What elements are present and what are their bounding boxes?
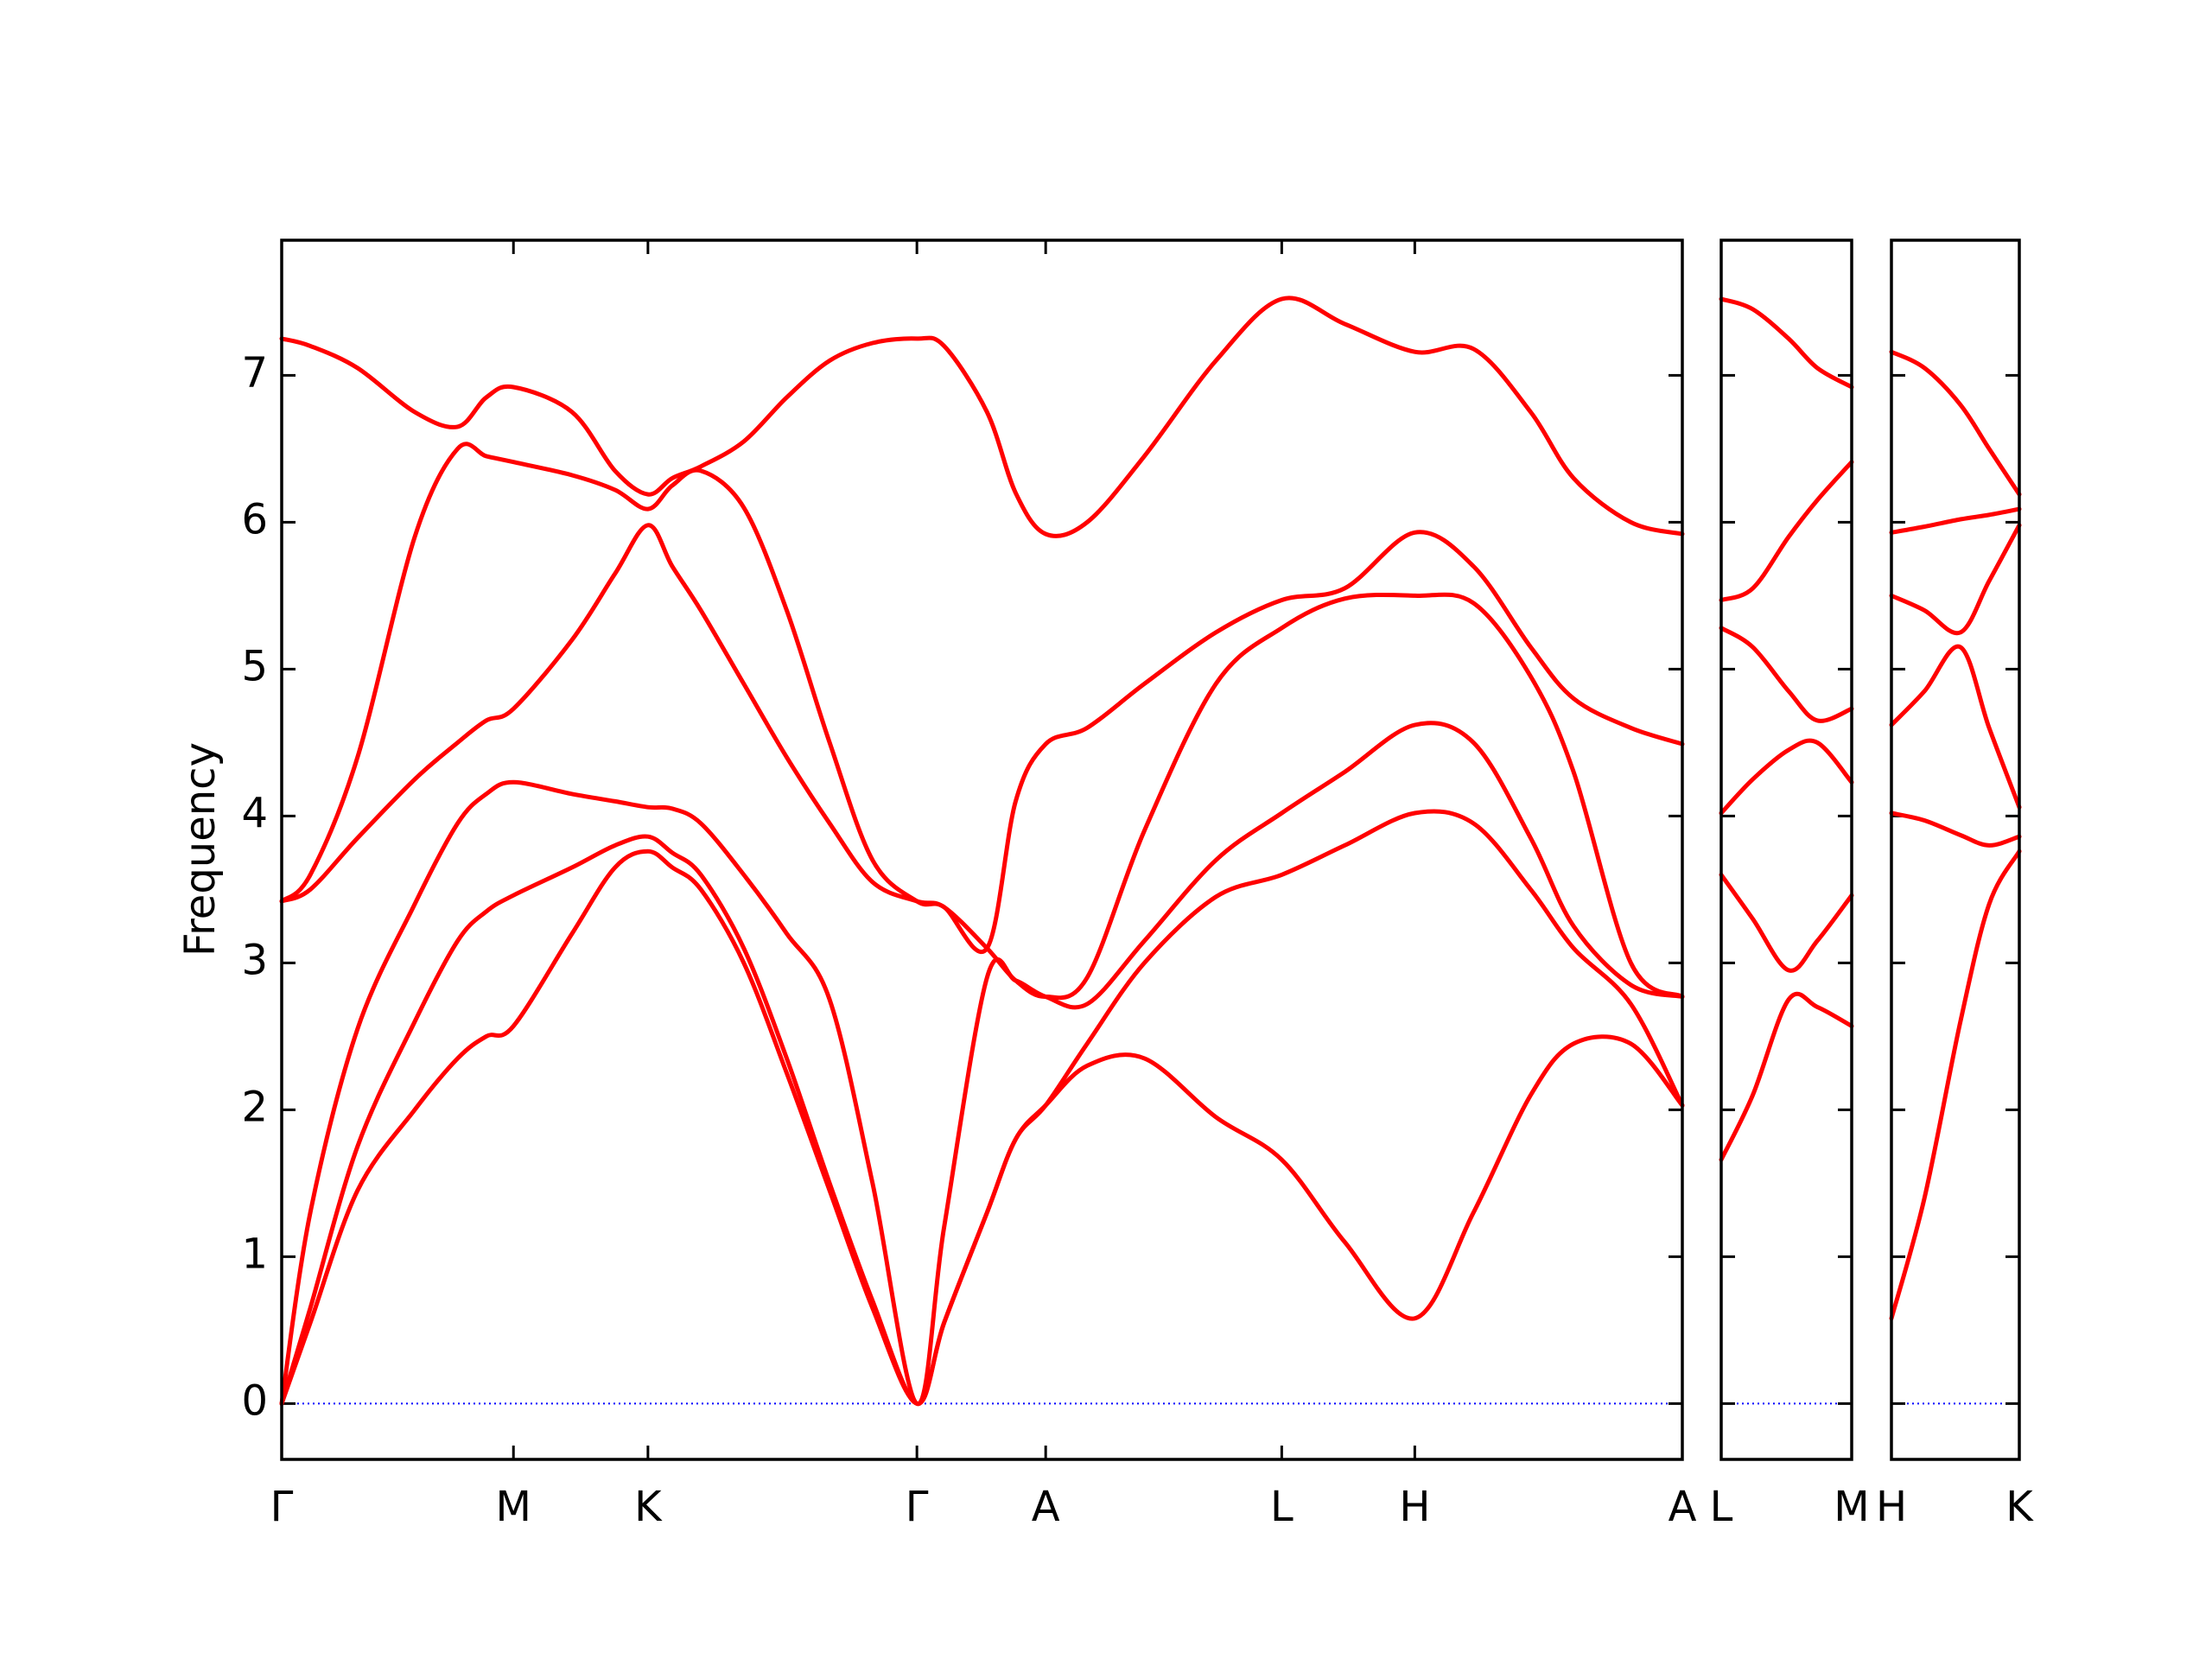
band-line xyxy=(1889,523,2022,636)
band-line xyxy=(279,442,1685,954)
plot-frame xyxy=(280,238,1684,1461)
band-line xyxy=(1889,506,2022,535)
band-line xyxy=(1719,296,1854,390)
x-tick-label: K xyxy=(2005,1483,2034,1531)
band-line xyxy=(1719,738,1854,816)
x-tick-label: Γ xyxy=(270,1483,294,1531)
plot-frame xyxy=(1890,238,2021,1461)
x-tick-label: L xyxy=(1710,1483,1733,1531)
band-line xyxy=(279,849,1685,1406)
y-tick-label: 6 xyxy=(241,495,268,543)
band-line xyxy=(1889,644,2022,810)
band-line xyxy=(1719,872,1854,973)
band-line xyxy=(1889,810,2022,848)
x-tick-label: A xyxy=(1669,1483,1697,1531)
x-tick-label: H xyxy=(1876,1483,1907,1531)
band-line xyxy=(1719,626,1854,723)
y-axis-label: Frequency xyxy=(176,742,225,957)
x-tick-label: A xyxy=(1032,1483,1060,1531)
band-line xyxy=(1719,991,1854,1162)
band-line xyxy=(279,721,1685,1406)
x-tick-label: L xyxy=(1270,1483,1294,1531)
band-line xyxy=(279,296,1685,538)
y-tick-label: 1 xyxy=(241,1230,268,1278)
x-tick-label: Γ xyxy=(906,1483,929,1531)
x-tick-label: M xyxy=(496,1483,531,1531)
y-tick-label: 2 xyxy=(241,1083,268,1131)
band-line xyxy=(279,809,1685,1406)
band-line xyxy=(1889,849,2022,1321)
y-tick-label: 3 xyxy=(241,936,268,984)
x-tick-label: K xyxy=(634,1483,663,1531)
y-tick-label: 4 xyxy=(241,789,268,837)
y-tick-label: 0 xyxy=(241,1376,268,1425)
band-line xyxy=(279,523,1685,1001)
band-line xyxy=(1889,349,2022,497)
x-tick-label: H xyxy=(1399,1483,1430,1531)
y-tick-label: 7 xyxy=(241,348,268,397)
y-tick-label: 5 xyxy=(241,642,268,690)
band-line xyxy=(1719,460,1854,602)
x-tick-label: M xyxy=(1834,1483,1869,1531)
plot-frame xyxy=(1719,238,1853,1461)
